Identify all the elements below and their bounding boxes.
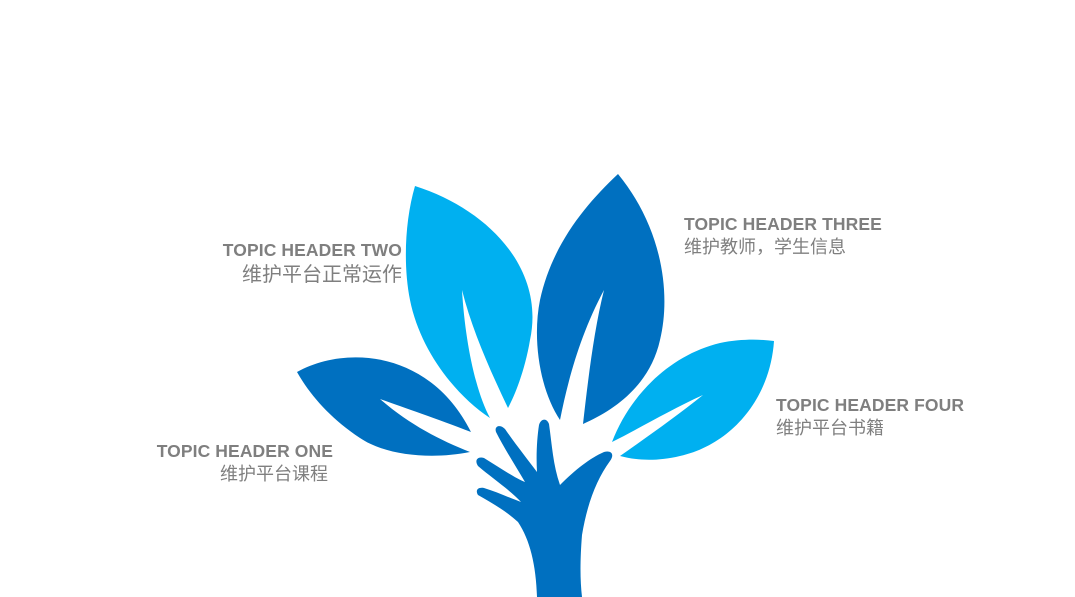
topic-two-label: TOPIC HEADER TWO 维护平台正常运作 bbox=[210, 239, 402, 287]
leaf-two bbox=[405, 186, 533, 418]
topic-four-desc: 维护平台书籍 bbox=[776, 418, 884, 439]
topic-two-desc: 维护平台正常运作 bbox=[242, 262, 402, 286]
leaf-three bbox=[536, 174, 665, 424]
topic-four-title: TOPIC HEADER FOUR bbox=[776, 395, 965, 415]
topic-one-title: TOPIC HEADER ONE bbox=[156, 441, 333, 461]
topic-one-label: TOPIC HEADER ONE 维护平台课程 bbox=[150, 440, 333, 488]
hand-trunk bbox=[476, 419, 613, 597]
leaf-one bbox=[297, 357, 471, 456]
leaf-four bbox=[612, 339, 774, 460]
topic-one-desc: 维护平台课程 bbox=[220, 464, 328, 485]
topic-three-label: TOPIC HEADER THREE 维护教师，学生信息 bbox=[684, 213, 882, 261]
topic-four-label: TOPIC HEADER FOUR 维护平台书籍 bbox=[776, 394, 964, 442]
topic-three-title: TOPIC HEADER THREE bbox=[684, 214, 882, 234]
topic-three-desc: 维护教师，学生信息 bbox=[684, 237, 846, 258]
topic-two-title: TOPIC HEADER TWO bbox=[222, 240, 402, 260]
